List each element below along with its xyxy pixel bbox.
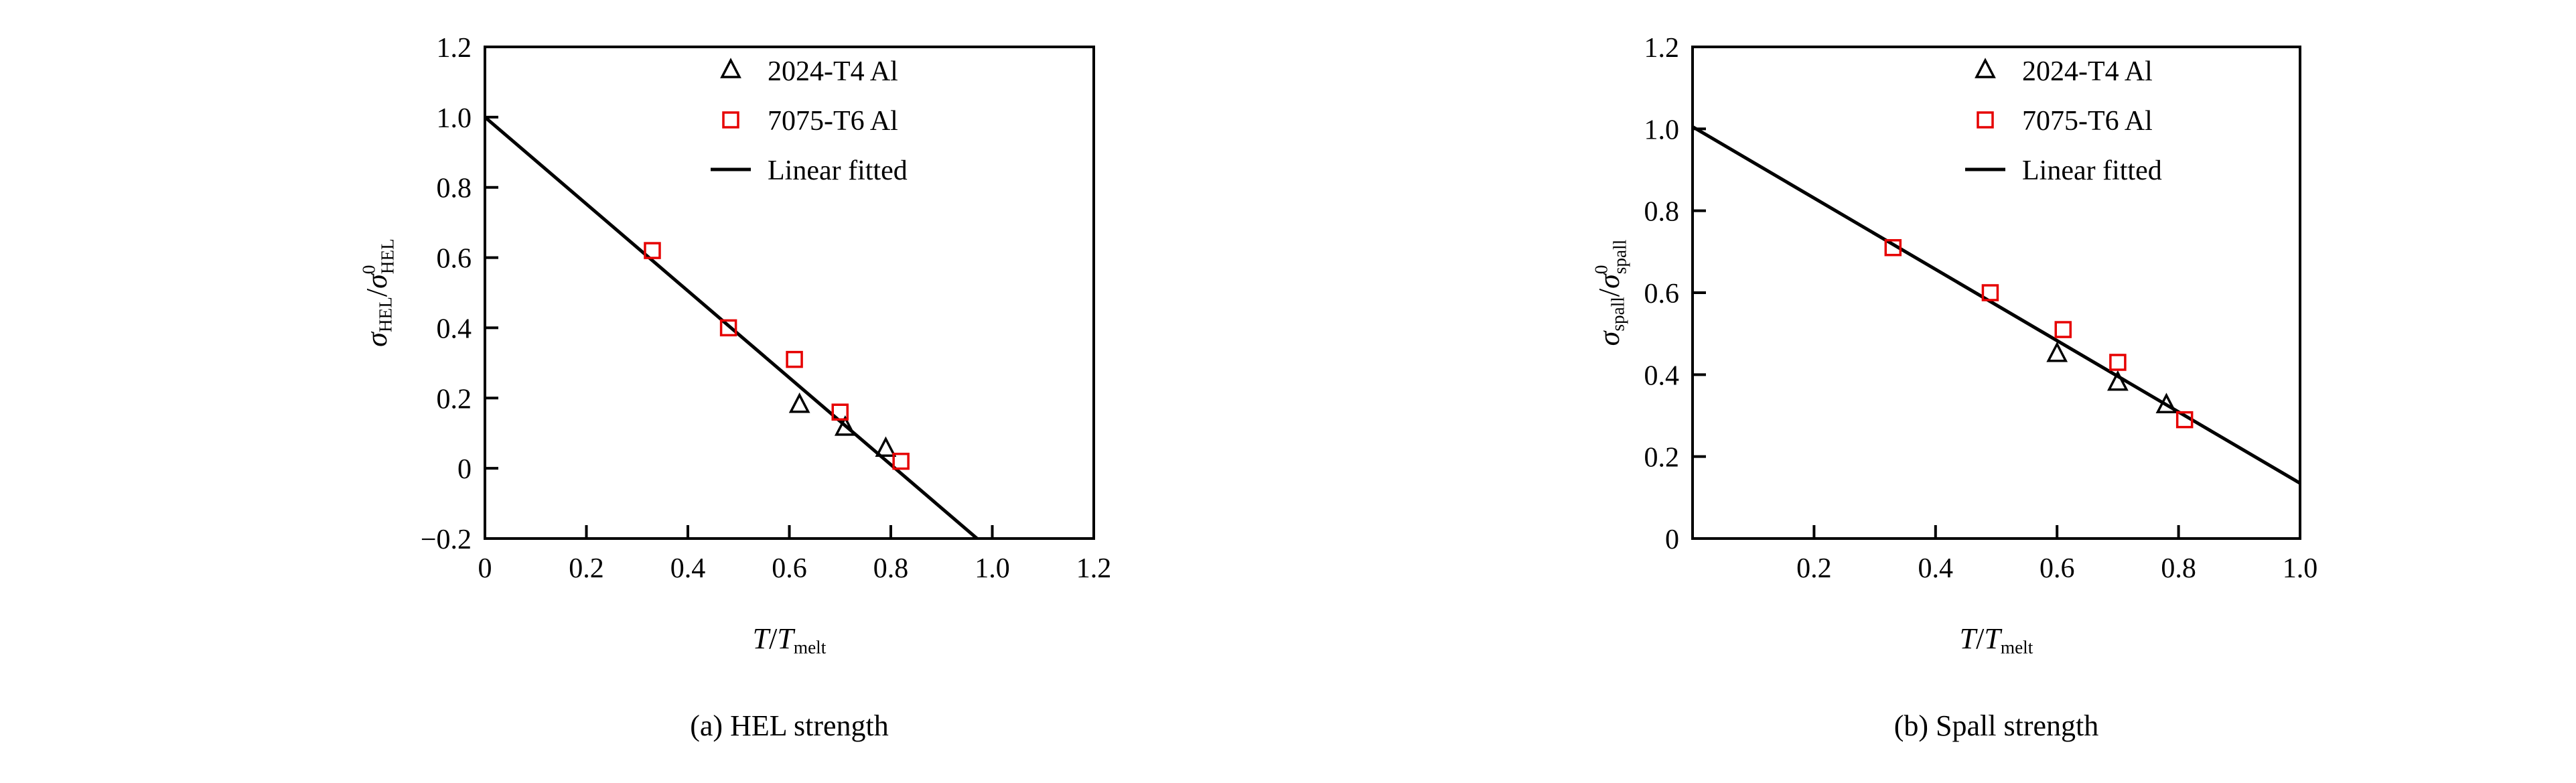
slash-separator: / <box>360 288 393 297</box>
t-subscript: melt <box>2000 637 2033 658</box>
data-point-triangle <box>2107 370 2129 391</box>
y-tick-label: 0.6 <box>1644 279 1680 309</box>
x-tick-label: 0.4 <box>1918 553 1954 584</box>
x-tick-label: 0.4 <box>670 553 706 584</box>
data-point-square <box>644 242 661 259</box>
data-point-square <box>1977 111 1994 129</box>
hel-x-axis-label: T/Tmelt <box>485 622 1094 658</box>
data-point-square <box>1981 284 1999 301</box>
x-tick-label: 0.6 <box>2040 553 2075 584</box>
sigma-symbol: σ <box>360 332 393 347</box>
data-point-square <box>786 350 803 368</box>
hel-caption: (a) HEL strength <box>690 709 889 742</box>
x-tick-label: 0.8 <box>873 553 909 584</box>
y-tick-label: 1.2 <box>437 33 472 64</box>
x-tick-label: 1.2 <box>1076 553 1112 584</box>
y-tick-label: 0.8 <box>1644 197 1680 228</box>
data-point-square <box>1884 238 1902 257</box>
x-tick-label: 0 <box>478 553 492 584</box>
x-tick-label: 0.2 <box>569 553 604 584</box>
legend-label: Linear fitted <box>2022 155 2162 186</box>
x-tick-label: 1.0 <box>975 553 1010 584</box>
y-tick-label: 0 <box>457 454 472 485</box>
y-tick-label: 0.6 <box>437 244 472 275</box>
t-symbol: T <box>1959 622 1977 655</box>
t-subscript: melt <box>793 637 827 658</box>
y-tick-label: 1.2 <box>1644 33 1680 64</box>
sigma-subscript: spall <box>1607 297 1628 332</box>
y-tick-label: 0.4 <box>437 313 472 344</box>
legend-label: 7075-T6 Al <box>768 106 898 137</box>
y-tick-label: 0.2 <box>1644 443 1680 474</box>
sigma-superscript: 0 <box>358 265 379 275</box>
sigma-symbol: σ <box>1593 274 1626 289</box>
x-tick-label: 0.2 <box>1796 553 1832 584</box>
slash-separator: / <box>1593 288 1626 297</box>
x-tick-label: 1.0 <box>2283 553 2318 584</box>
legend-label: Linear fitted <box>768 155 908 186</box>
fitted-line <box>1691 125 2301 485</box>
data-point-triangle <box>788 392 810 413</box>
sigma-symbol: σ <box>1593 331 1626 346</box>
y-tick-label: 0.2 <box>437 384 472 415</box>
plot-frame <box>1691 46 2301 540</box>
data-point-square <box>892 452 910 470</box>
sigma-supsub: 0 spall <box>1591 239 1630 275</box>
data-point-square <box>2109 354 2127 371</box>
legend-label: 7075-T6 Al <box>2022 106 2153 137</box>
data-point-triangle <box>2155 393 2177 413</box>
data-point-triangle <box>875 436 897 457</box>
data-point-triangle <box>834 415 856 436</box>
data-point-triangle <box>1975 58 1996 78</box>
data-point-square <box>2054 321 2072 338</box>
slash-separator: / <box>769 622 778 655</box>
t-symbol: T <box>752 622 770 655</box>
data-point-triangle <box>720 58 741 78</box>
sigma-subscript: HEL <box>375 297 396 333</box>
hel-plot: 0 0.2 0.4 0.6 0.8 1.0 1.2−0.200.20.40.60.81.01… <box>421 33 1112 584</box>
sigma-subscript: HEL <box>377 238 398 275</box>
data-point-square <box>719 319 737 337</box>
y-tick-label: −0.2 <box>421 524 472 555</box>
spall-caption: (b) Spall strength <box>1893 709 2099 742</box>
spall-y-axis-label: σspall/σ 0 spall <box>1591 125 1630 460</box>
data-point-square <box>831 403 849 421</box>
y-tick-label: 1.0 <box>1644 115 1680 145</box>
data-point-square <box>2175 411 2194 429</box>
y-tick-label: 0.8 <box>437 173 472 204</box>
legend-label: 2024-T4 Al <box>768 56 898 87</box>
y-tick-label: 1.0 <box>437 103 472 134</box>
sigma-symbol: σ <box>360 274 393 289</box>
sigma-superscript: 0 <box>1591 265 1612 275</box>
hel-y-axis-label: σHEL/σ 0 HEL <box>359 125 398 460</box>
sigma-subscript: spall <box>1609 239 1630 275</box>
y-tick-label: 0.4 <box>1644 360 1680 391</box>
data-point-triangle <box>2046 341 2068 362</box>
sigma-supsub: 0 HEL <box>358 238 398 275</box>
spall-x-axis-label: T/Tmelt <box>1693 622 2300 658</box>
t-symbol: T <box>1984 622 2001 655</box>
y-tick-label: 0 <box>1665 524 1679 555</box>
legend-label: 2024-T4 Al <box>2022 56 2153 87</box>
spall-plot: 0.2 0.4 0.6 0.8 1.0 0 0.2 0.4 0.6 0.8 1.0 1.2 2024-T… <box>1644 33 2318 584</box>
data-point-square <box>722 111 739 129</box>
x-tick-label: 0.6 <box>772 553 807 584</box>
x-tick-label: 0.8 <box>2161 553 2196 584</box>
slash-separator: / <box>1976 622 1985 655</box>
t-symbol: T <box>777 622 794 655</box>
